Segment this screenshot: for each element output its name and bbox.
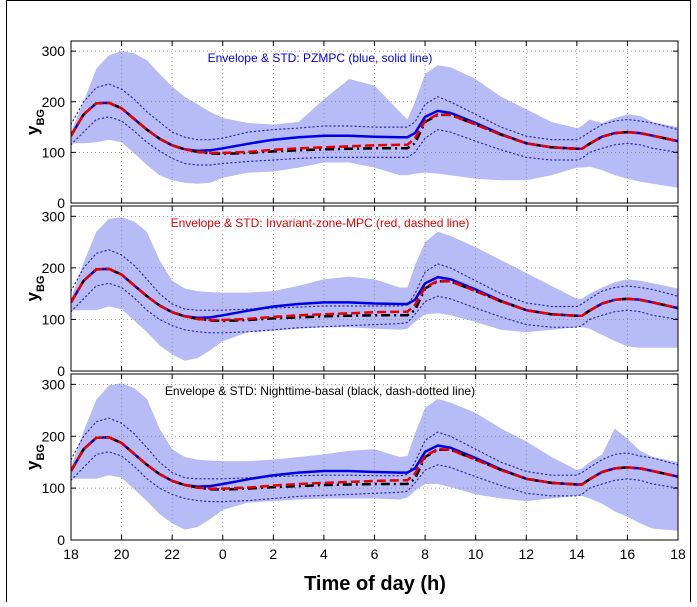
series-line-invariant-zone-mpc xyxy=(71,267,678,322)
x-tick-label: 12 xyxy=(518,546,534,562)
series-line-nighttime-basal xyxy=(71,101,678,156)
x-tick-label: 14 xyxy=(569,546,585,562)
x-tick-label: 10 xyxy=(468,546,484,562)
y-tick-label: 200 xyxy=(42,94,66,110)
x-tick-label: 0 xyxy=(219,546,227,562)
x-tick-label: 16 xyxy=(620,546,636,562)
y-tick-label: 0 xyxy=(57,363,65,379)
y-tick-label: 200 xyxy=(42,428,66,444)
x-tick-label: 4 xyxy=(320,546,328,562)
y-axis-label-main: y xyxy=(23,125,42,135)
x-tick-label: 20 xyxy=(114,546,130,562)
x-tick-label: 22 xyxy=(164,546,180,562)
panel-1: 0 100 200 300 yBG Envelope & STD: PZMPC (blue… xyxy=(23,40,679,211)
y-axis-label: yBG xyxy=(23,276,47,302)
plot-content xyxy=(71,41,678,203)
series-line-invariant-zone-mpc xyxy=(71,436,678,490)
series-line-nighttime-basal xyxy=(71,436,678,491)
panel-3: 0 100 200 300 18 20 22 0 2 4 6 8 10 12 14 16 18 yBG Envelo… xyxy=(23,373,686,562)
panel-annotation: Envelope & STD: Nighttime-basal (black, … xyxy=(165,384,475,398)
y-tick-label: 100 xyxy=(42,480,66,496)
x-tick-label: 18 xyxy=(670,546,686,562)
y-tick-label: 0 xyxy=(57,532,65,548)
y-axis-label-main: y xyxy=(23,291,42,301)
y-tick-label: 300 xyxy=(42,208,66,224)
plot-content xyxy=(71,206,678,371)
series-line-nighttime-basal xyxy=(71,267,678,323)
y-tick-label: 0 xyxy=(57,195,65,211)
y-tick-label: 300 xyxy=(42,43,66,59)
y-axis-label-subscript: BG xyxy=(35,444,47,461)
panel-annotation: Envelope & STD: PZMPC (blue, solid line) xyxy=(208,51,433,65)
x-tick-label: 18 xyxy=(63,546,79,562)
x-axis-label: Time of day (h) xyxy=(304,573,446,595)
y-axis-label-main: y xyxy=(23,460,42,470)
std-upper-line xyxy=(71,249,678,311)
y-tick-label: 200 xyxy=(42,260,66,276)
x-tick-label: 8 xyxy=(421,546,429,562)
plot-content xyxy=(71,374,678,540)
panel-annotation: Envelope & STD: Invariant-zone-MPC (red,… xyxy=(171,216,470,230)
panel-2: 0 100 200 300 yBG Envelope & STD: Invariant-z… xyxy=(23,205,679,379)
y-axis-label: yBG xyxy=(23,444,47,470)
y-tick-label: 100 xyxy=(42,144,66,160)
y-tick-label: 300 xyxy=(42,376,66,392)
x-tick-label: 6 xyxy=(371,546,379,562)
std-upper-line xyxy=(71,83,678,141)
y-axis-label-subscript: BG xyxy=(35,276,47,293)
x-tick-label: 2 xyxy=(269,546,277,562)
std-lower-line xyxy=(71,116,678,166)
y-axis-label: yBG xyxy=(23,109,47,135)
y-axis-label-subscript: BG xyxy=(35,109,47,126)
envelope-area xyxy=(71,383,678,531)
y-tick-label: 100 xyxy=(42,311,66,327)
